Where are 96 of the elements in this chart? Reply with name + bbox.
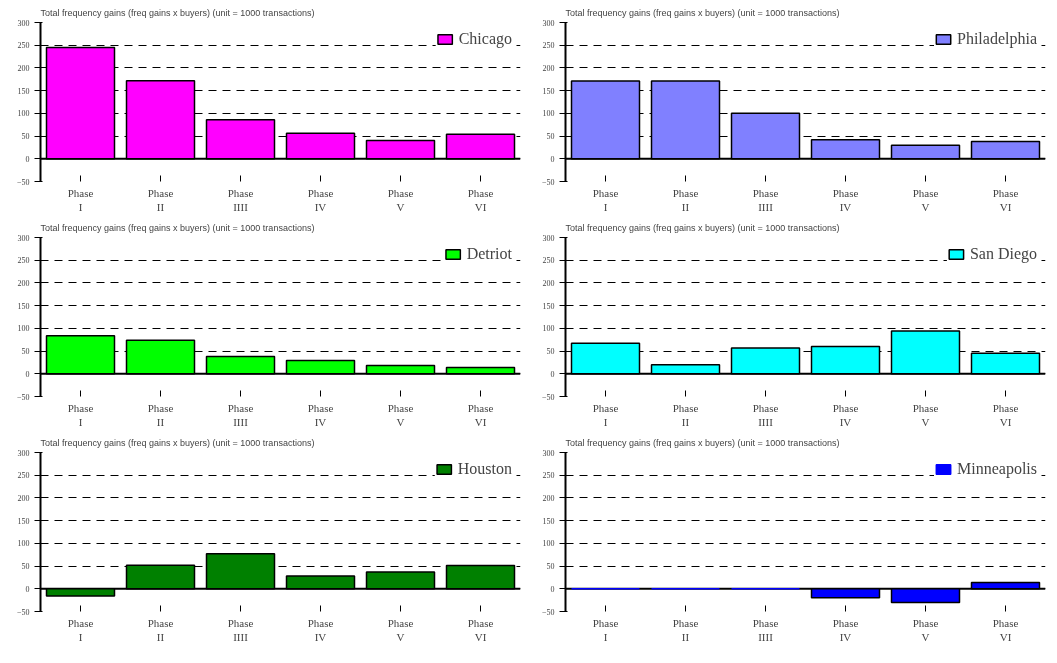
y-tick-label: 100 [17,539,30,549]
y-tick-label: 100 [17,324,30,334]
x-tick-label: Phase V [387,186,414,213]
y-tick-label: 250 [542,41,555,51]
legend-label: Detriot [466,245,512,263]
y-tick-label: 300 [542,233,555,243]
chart-title: Total frequency gains (freq gains x buyers) (unit = 1000 transactions) [565,437,840,448]
x-tick-label: Phase IIII [752,186,779,213]
x-tick-label: Phase I [67,401,94,428]
y-tick-label: 50 [21,347,30,357]
y-tick-label: 200 [542,278,555,288]
x-tick-label: Phase IV [832,401,859,428]
chart-title: Total frequency gains (freq gains x buyers) (unit = 1000 transactions) [40,7,315,18]
y-tick-label: −50 [16,607,30,617]
y-tick-label: 250 [542,471,555,481]
x-tick-label: Phase II [147,616,174,643]
x-tick-label: Phase I [592,401,619,428]
y-tick-label: 250 [542,256,555,266]
y-tick-label: 100 [17,109,30,119]
chart-title: Total frequency gains (freq gains x buyers) (unit = 1000 transactions) [40,437,315,448]
y-tick-label: 300 [17,18,30,28]
x-tick-label: Phase VI [992,616,1019,643]
chart-title: Total frequency gains (freq gains x buyers) (unit = 1000 transactions) [565,222,840,233]
y-tick-label: −50 [541,607,555,617]
x-tick-label: Phase I [67,186,94,213]
legend-label: Philadelphia [957,30,1037,48]
y-tick-label: 200 [17,63,30,73]
x-tick-label: Phase VI [467,401,494,428]
y-tick-label: 150 [542,516,555,526]
y-tick-label: 100 [542,539,555,549]
y-tick-label: 200 [542,493,555,503]
y-tick-label: 0 [550,369,555,379]
x-tick-label: Phase V [387,616,414,643]
x-tick-label: Phase IV [307,186,334,213]
y-tick-label: 150 [542,86,555,96]
y-tick-label: 150 [17,516,30,526]
x-tick-label: Phase II [672,401,699,428]
y-tick-label: 150 [17,86,30,96]
y-tick-label: 300 [17,448,30,458]
x-tick-label: Phase VI [467,616,494,643]
y-tick-label: 0 [25,369,30,379]
y-tick-label: 300 [542,448,555,458]
y-tick-label: 0 [550,154,555,164]
x-tick-label: Phase IIII [227,616,254,643]
chart-title: Total frequency gains (freq gains x buyers) (unit = 1000 transactions) [565,7,840,18]
x-tick-label: Phase V [912,616,939,643]
x-tick-label: Phase II [672,186,699,213]
y-tick-label: −50 [541,177,555,187]
y-tick-label: 50 [546,562,555,572]
x-tick-label: Phase V [912,401,939,428]
x-tick-label: Phase IIII [752,401,779,428]
x-tick-label: Phase IIII [227,186,254,213]
x-tick-label: Phase VI [992,401,1019,428]
chart-title: Total frequency gains (freq gains x buyers) (unit = 1000 transactions) [40,222,315,233]
y-tick-label: 0 [25,584,30,594]
y-tick-label: 300 [542,18,555,28]
x-tick-label: Phase IV [307,616,334,643]
y-tick-label: 150 [542,301,555,311]
x-tick-label: Phase I [592,186,619,213]
y-tick-label: 50 [546,132,555,142]
x-tick-label: Phase VI [992,186,1019,213]
y-tick-label: 100 [542,324,555,334]
y-tick-label: 50 [21,562,30,572]
x-tick-label: Phase I [67,616,94,643]
x-tick-label: Phase II [672,616,699,643]
legend-label: San Diego [969,245,1037,263]
x-tick-label: Phase V [387,401,414,428]
x-tick-label: Phase II [147,186,174,213]
y-tick-label: −50 [16,177,30,187]
y-tick-label: 100 [542,109,555,119]
x-tick-label: Phase IIII [227,401,254,428]
x-tick-label: Phase V [912,186,939,213]
y-tick-label: −50 [541,392,555,402]
legend-label: Minneapolis [957,460,1037,478]
y-tick-label: 0 [550,584,555,594]
x-tick-label: Phase II [147,401,174,428]
x-tick-label: Phase VI [467,186,494,213]
legend-label: Houston [457,460,512,478]
y-tick-label: 250 [17,256,30,266]
y-tick-label: −50 [16,392,30,402]
legend-label: Chicago [458,30,512,48]
x-tick-label: Phase I [592,616,619,643]
y-tick-label: 300 [17,233,30,243]
y-tick-label: 250 [17,41,30,51]
x-tick-label: Phase IV [832,186,859,213]
y-tick-label: 0 [25,154,30,164]
x-tick-label: Phase IV [832,616,859,643]
y-tick-label: 50 [21,132,30,142]
y-tick-label: 50 [546,347,555,357]
y-tick-label: 200 [542,63,555,73]
x-tick-label: Phase IV [307,401,334,428]
y-tick-label: 200 [17,493,30,503]
y-tick-label: 250 [17,471,30,481]
y-tick-label: 150 [17,301,30,311]
y-tick-label: 200 [17,278,30,288]
x-tick-label: Phase IIII [752,616,779,643]
